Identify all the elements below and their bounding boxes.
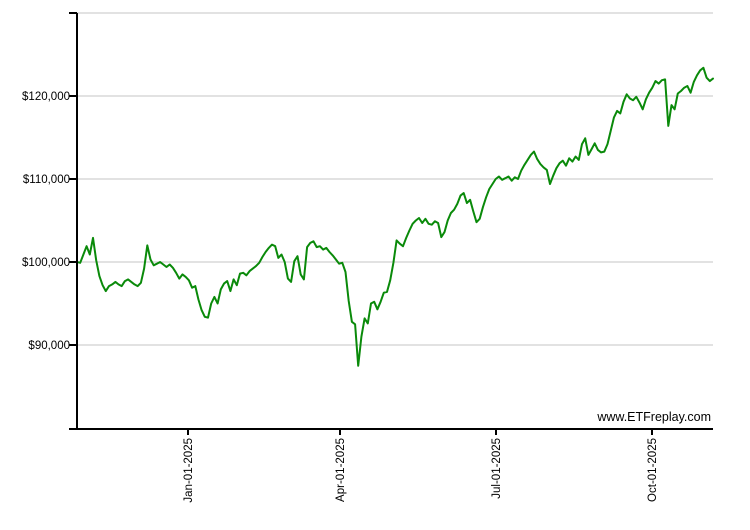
x-tick-label-0: Jan-01-2025 xyxy=(183,438,195,503)
x-tick-labels: Jan-01-2025 Apr-01-2025 Jul-01-2025 Oct-01-… xyxy=(183,438,659,503)
y-tick-labels: $120,000 $110,000 $100,000 $90,000 xyxy=(22,91,70,352)
x-axis xyxy=(69,428,713,435)
x-tick-label-3: Oct-01-2025 xyxy=(647,438,659,502)
y-axis xyxy=(69,12,78,429)
watermark-text: www.ETFreplay.com xyxy=(596,410,711,424)
y-tick-label-0: $120,000 xyxy=(22,91,70,103)
y-tick-label-1: $110,000 xyxy=(23,174,70,186)
price-line xyxy=(76,66,714,367)
y-tick-label-2: $100,000 xyxy=(22,257,70,269)
y-tick-label-3: $90,000 xyxy=(28,340,70,352)
gridlines xyxy=(77,12,713,346)
x-tick-label-2: Jul-01-2025 xyxy=(491,438,503,499)
x-tick-label-1: Apr-01-2025 xyxy=(335,438,347,502)
